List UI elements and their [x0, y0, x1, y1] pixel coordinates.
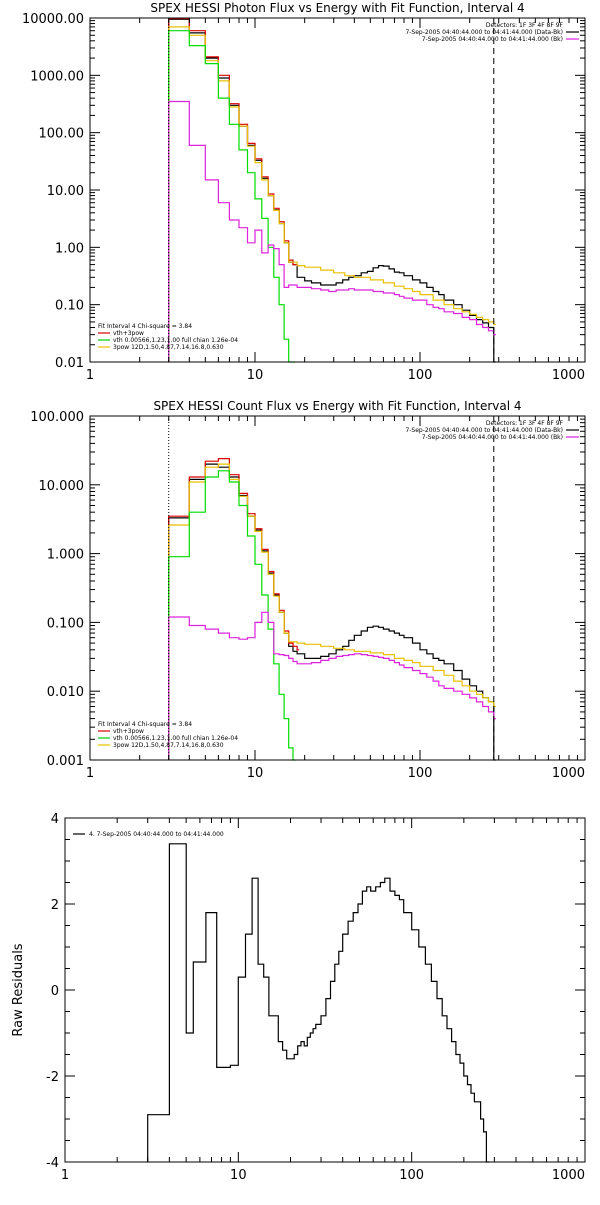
- y-tick-label: 10.000: [39, 479, 85, 494]
- x-tick-label: 1000: [552, 766, 585, 781]
- chart-title: SPEX HESSI Photon Flux vs Energy with Fi…: [150, 1, 524, 15]
- residuals-chart: 1 10 100 1000 -4 -2 0 2 4 Raw Residuals 4. 7-Sep-2…: [11, 812, 586, 1183]
- y-tick-label: -4: [46, 1156, 59, 1171]
- y-tick-label: 0.100: [47, 616, 84, 631]
- legend-right-entry: 7-Sep-2005 04:40:44.000 to 04:41:44.000 …: [422, 36, 563, 43]
- x-tick-label: 100: [399, 1168, 424, 1183]
- series-line-1: [168, 17, 300, 362]
- y-tick-label: 0.01: [55, 356, 84, 371]
- legend-left-entry: vth 0.00566,1.23,1.00 full chian 1.26e-0…: [113, 735, 238, 742]
- x-tick-label: 1: [61, 1168, 69, 1183]
- legend-left-title: Fit Interval 4 Chi-square = 3.84: [98, 721, 192, 728]
- y-tick-label: 0: [51, 984, 59, 999]
- y-tick-label: 1000.00: [30, 69, 84, 84]
- photon-flux-chart: SPEX HESSI Photon Flux vs Energy with Fi…: [22, 1, 586, 383]
- legend-left-entry: vth+3pow: [113, 330, 144, 337]
- series-line-4: [168, 611, 496, 760]
- x-tick-label: 1000: [552, 1168, 585, 1183]
- series-line-4: [168, 100, 496, 362]
- legend-left-title: 4. 7-Sep-2005 04:40:44.000 to 04:41:44.0…: [89, 831, 224, 838]
- legend-right-entry: 7-Sep-2005 04:40:44.000 to 04:41:44.000 …: [405, 29, 563, 36]
- y-tick-label: 0.10: [55, 299, 84, 314]
- legend-left-entry: 3pow 12D,1.50,4.87,7.14,16.8,0.630: [113, 742, 224, 749]
- y-tick-label: 4: [51, 812, 59, 827]
- x-tick-label: 10: [247, 368, 264, 383]
- legend-left-entry: vth+3pow: [113, 728, 144, 735]
- y-tick-label: 1.000: [47, 548, 84, 563]
- series-line-3: [168, 470, 296, 761]
- count-flux-chart: SPEX HESSI Count Flux vs Energy with Fit…: [30, 399, 586, 781]
- series-line-0: [168, 463, 496, 761]
- y-tick-label: 100.000: [30, 410, 84, 425]
- series-line-0: [147, 843, 490, 1163]
- legend-left-title: Fit Interval 4 Chi-square = 3.84: [98, 323, 192, 330]
- y-tick-label: -2: [46, 1070, 59, 1085]
- chart-title: SPEX HESSI Count Flux vs Energy with Fit…: [153, 399, 521, 413]
- series-line-2: [168, 463, 496, 760]
- y-tick-label: 0.001: [47, 754, 84, 769]
- x-tick-label: 100: [408, 766, 433, 781]
- legend-left-entry: vth 0.00566,1.23,1.00 full chian 1.26e-0…: [113, 337, 238, 344]
- legend-right-entry: 7-Sep-2005 04:40:44.000 to 04:41:44.000 …: [422, 434, 563, 441]
- y-tick-label: 1.00: [55, 241, 84, 256]
- legend-left-entry: 3pow 12D,1.50,4.87,7.14,16.8,0.630: [113, 344, 224, 351]
- legend-right-entry: Detectors: 1F 3F 4F 8F 9F: [486, 420, 564, 427]
- x-tick-label: 1000: [552, 368, 585, 383]
- y-tick-label: 2: [51, 898, 59, 913]
- x-tick-label: 1: [86, 766, 94, 781]
- y-tick-label: 0.010: [47, 685, 84, 700]
- y-axis-label: Raw Residuals: [11, 943, 26, 1036]
- legend-right-entry: 7-Sep-2005 04:40:44.000 to 04:41:44.000 …: [405, 427, 563, 434]
- x-tick-label: 1: [86, 368, 94, 383]
- y-tick-label: 100.00: [39, 127, 85, 142]
- legend-right-entry: Detectors: 1F 3F 4F 8F 9F: [486, 22, 564, 29]
- y-tick-label: 10000.00: [22, 12, 84, 27]
- x-tick-label: 10: [230, 1168, 247, 1183]
- plot-frame: [89, 17, 586, 363]
- series-line-0: [168, 18, 496, 363]
- plot-frame: [64, 817, 586, 1163]
- y-tick-label: 10.00: [47, 184, 84, 199]
- plot-frame: [89, 415, 586, 761]
- x-tick-label: 10: [247, 766, 264, 781]
- x-tick-label: 100: [408, 368, 433, 383]
- series-line-3: [168, 30, 296, 363]
